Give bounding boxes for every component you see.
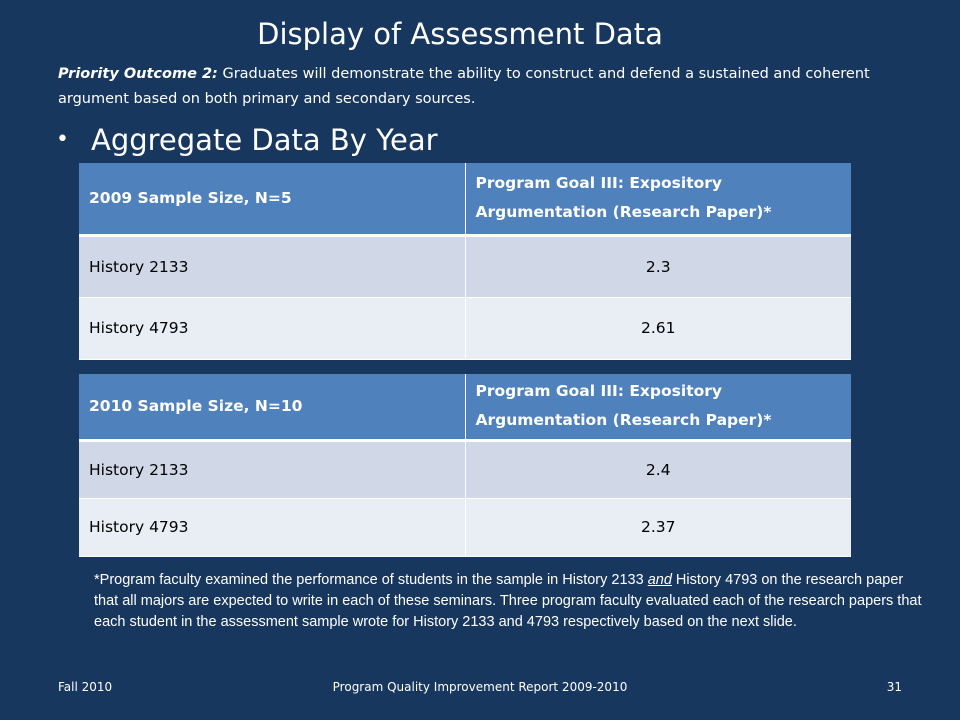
course-cell: History 4793 <box>79 297 466 360</box>
table-2009: 2009 Sample Size, N=5 Program Goal III: … <box>79 163 851 360</box>
score-cell: 2.3 <box>465 235 851 298</box>
course-cell: History 2133 <box>79 235 466 298</box>
bullet-item: • Aggregate Data By Year <box>56 118 438 162</box>
table-row: History 4793 2.61 <box>79 297 851 360</box>
course-cell: History 2133 <box>79 440 466 499</box>
footer-date: Fall 2010 <box>58 680 113 694</box>
priority-outcome-lead: Priority Outcome 2: <box>58 66 218 82</box>
table-row: History 4793 2.37 <box>79 498 851 557</box>
footnote-emphasis: and <box>647 572 672 588</box>
footnote: *Program faculty examined the performanc… <box>94 570 924 633</box>
course-cell: History 4793 <box>79 498 466 557</box>
table-header-row: 2009 Sample Size, N=5 Program Goal III: … <box>79 163 851 237</box>
table-header-row: 2010 Sample Size, N=10 Program Goal III:… <box>79 374 851 442</box>
footnote-text-2: History 4793 on the research paper that … <box>94 572 922 630</box>
footer-page-number: 31 <box>886 680 902 694</box>
table-2010: 2010 Sample Size, N=10 Program Goal III:… <box>79 374 851 557</box>
footer-report-title: Program Quality Improvement Report 2009-… <box>332 680 628 694</box>
score-cell: 2.61 <box>465 297 851 360</box>
header-program-goal: Program Goal III: Expository Argumentati… <box>465 374 851 442</box>
bullet-text: Aggregate Data By Year <box>90 123 438 157</box>
slide-title: Display of Assessment Data <box>257 17 663 51</box>
header-sample-size: 2009 Sample Size, N=5 <box>79 163 466 237</box>
footnote-text-1: *Program faculty examined the performanc… <box>94 572 648 588</box>
table-row: History 2133 2.3 <box>79 235 851 298</box>
priority-outcome-text: Graduates will demonstrate the ability t… <box>58 66 870 107</box>
priority-outcome: Priority Outcome 2: Graduates will demon… <box>58 62 898 112</box>
header-program-goal: Program Goal III: Expository Argumentati… <box>465 163 851 237</box>
score-cell: 2.4 <box>465 440 851 499</box>
score-cell: 2.37 <box>465 498 851 557</box>
table-row: History 2133 2.4 <box>79 440 851 499</box>
bullet-dot-icon: • <box>56 127 69 152</box>
header-sample-size: 2010 Sample Size, N=10 <box>79 374 466 442</box>
